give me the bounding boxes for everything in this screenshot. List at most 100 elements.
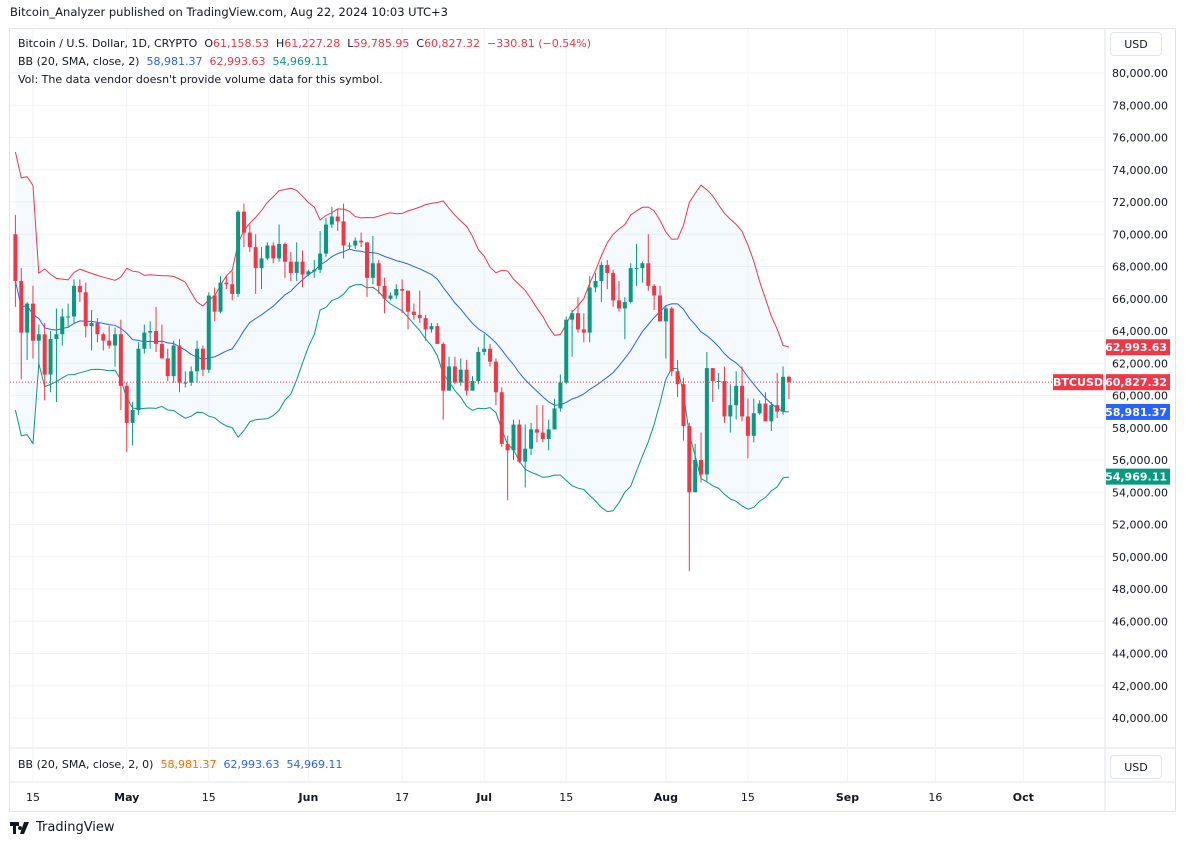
candle: [36, 324, 41, 367]
candles: [13, 203, 791, 572]
candle: [329, 206, 334, 228]
y-tick-label: 56,000.00: [1112, 454, 1168, 467]
candle: [763, 392, 768, 422]
candle-body: [429, 326, 434, 330]
candle-body: [640, 263, 645, 269]
last-price-label: 60,827.32: [1105, 376, 1167, 389]
candle: [652, 284, 657, 311]
candle-body: [652, 285, 657, 296]
candle: [25, 301, 30, 361]
candle-body: [329, 216, 334, 225]
currency-button[interactable]: USD: [1110, 32, 1162, 56]
candle: [775, 372, 780, 419]
candle-body: [493, 361, 498, 393]
y-tick-label: 76,000.00: [1112, 132, 1168, 145]
candle: [581, 313, 586, 343]
candle: [458, 358, 463, 386]
candle: [154, 306, 159, 352]
candle: [429, 322, 434, 333]
indicator-currency-button[interactable]: USD: [1110, 755, 1162, 779]
candle-body: [699, 460, 704, 475]
candle: [159, 324, 164, 359]
candle: [359, 232, 364, 248]
candle: [247, 224, 252, 252]
candle: [757, 400, 762, 415]
candle: [640, 261, 645, 283]
candle-body: [42, 334, 47, 375]
candle-body: [195, 348, 200, 372]
candle-body: [587, 287, 592, 333]
candle-body: [101, 334, 106, 341]
y-tick-label: 74,000.00: [1112, 164, 1168, 177]
tradingview-logo[interactable]: TradingView: [10, 820, 115, 835]
candle-body: [675, 371, 680, 385]
candle: [370, 235, 375, 285]
chart-legend: Bitcoin / U.S. Dollar, 1D, CRYPTO O61,15…: [18, 35, 591, 89]
candle-body: [212, 295, 217, 312]
candle-body: [95, 322, 100, 335]
candle: [66, 303, 71, 328]
candle: [183, 371, 188, 388]
candle-body: [482, 348, 487, 352]
candle: [523, 424, 528, 488]
candle-body: [218, 282, 223, 312]
candle: [517, 419, 522, 464]
volume-legend: Vol: The data vendor doesn't provide vol…: [18, 73, 383, 86]
candle: [728, 384, 733, 433]
upper-band-price-label: 62,993.63: [1105, 341, 1167, 354]
candle-body: [499, 392, 504, 444]
candle: [277, 224, 282, 262]
candle: [611, 269, 616, 307]
candle-body: [171, 345, 176, 377]
candle: [699, 432, 704, 483]
candle: [312, 260, 317, 278]
candle: [189, 366, 194, 386]
candle-body: [154, 331, 159, 344]
symbol-tag: BTCUSD: [1053, 376, 1103, 389]
candle: [441, 342, 446, 420]
candle-body: [458, 369, 463, 383]
candle: [751, 398, 756, 443]
candle: [710, 368, 715, 402]
candle-body: [54, 334, 59, 340]
candle: [124, 382, 129, 452]
y-tick-label: 68,000.00: [1112, 261, 1168, 274]
candle-body: [306, 271, 311, 275]
candle-body: [786, 376, 791, 383]
candle-body: [435, 326, 440, 344]
close-value: 60,827.32: [424, 37, 481, 50]
candle-body: [476, 351, 481, 381]
y-tick-label: 54,000.00: [1112, 486, 1168, 499]
candle: [740, 366, 745, 422]
candle: [218, 276, 223, 314]
mid-band-price-label-bg: [1106, 403, 1170, 420]
candle: [786, 375, 791, 399]
candle-body: [294, 261, 299, 273]
candle-body: [769, 405, 774, 422]
y-tick-label: 80,000.00: [1112, 67, 1168, 80]
candle: [118, 319, 123, 411]
candle-body: [546, 429, 551, 440]
candle: [552, 398, 557, 430]
candle-body: [464, 369, 469, 391]
candle-body: [66, 316, 71, 318]
candle-body: [376, 263, 381, 286]
candle-body: [300, 261, 305, 275]
candle-body: [13, 234, 18, 282]
candle-body: [517, 424, 522, 462]
candle-body: [365, 242, 369, 278]
x-tick-label: Sep: [836, 791, 859, 804]
candle-body: [781, 376, 786, 412]
candle: [306, 269, 311, 277]
lower-band-price-label: 54,969.11: [1105, 471, 1167, 484]
candle: [253, 234, 258, 294]
candle: [400, 279, 405, 314]
y-tick-label: 50,000.00: [1112, 551, 1168, 564]
candle: [570, 310, 575, 357]
candle: [212, 287, 217, 322]
candle: [482, 334, 487, 356]
candle: [165, 348, 170, 381]
candle-body: [236, 211, 241, 294]
candle-body: [581, 329, 586, 333]
